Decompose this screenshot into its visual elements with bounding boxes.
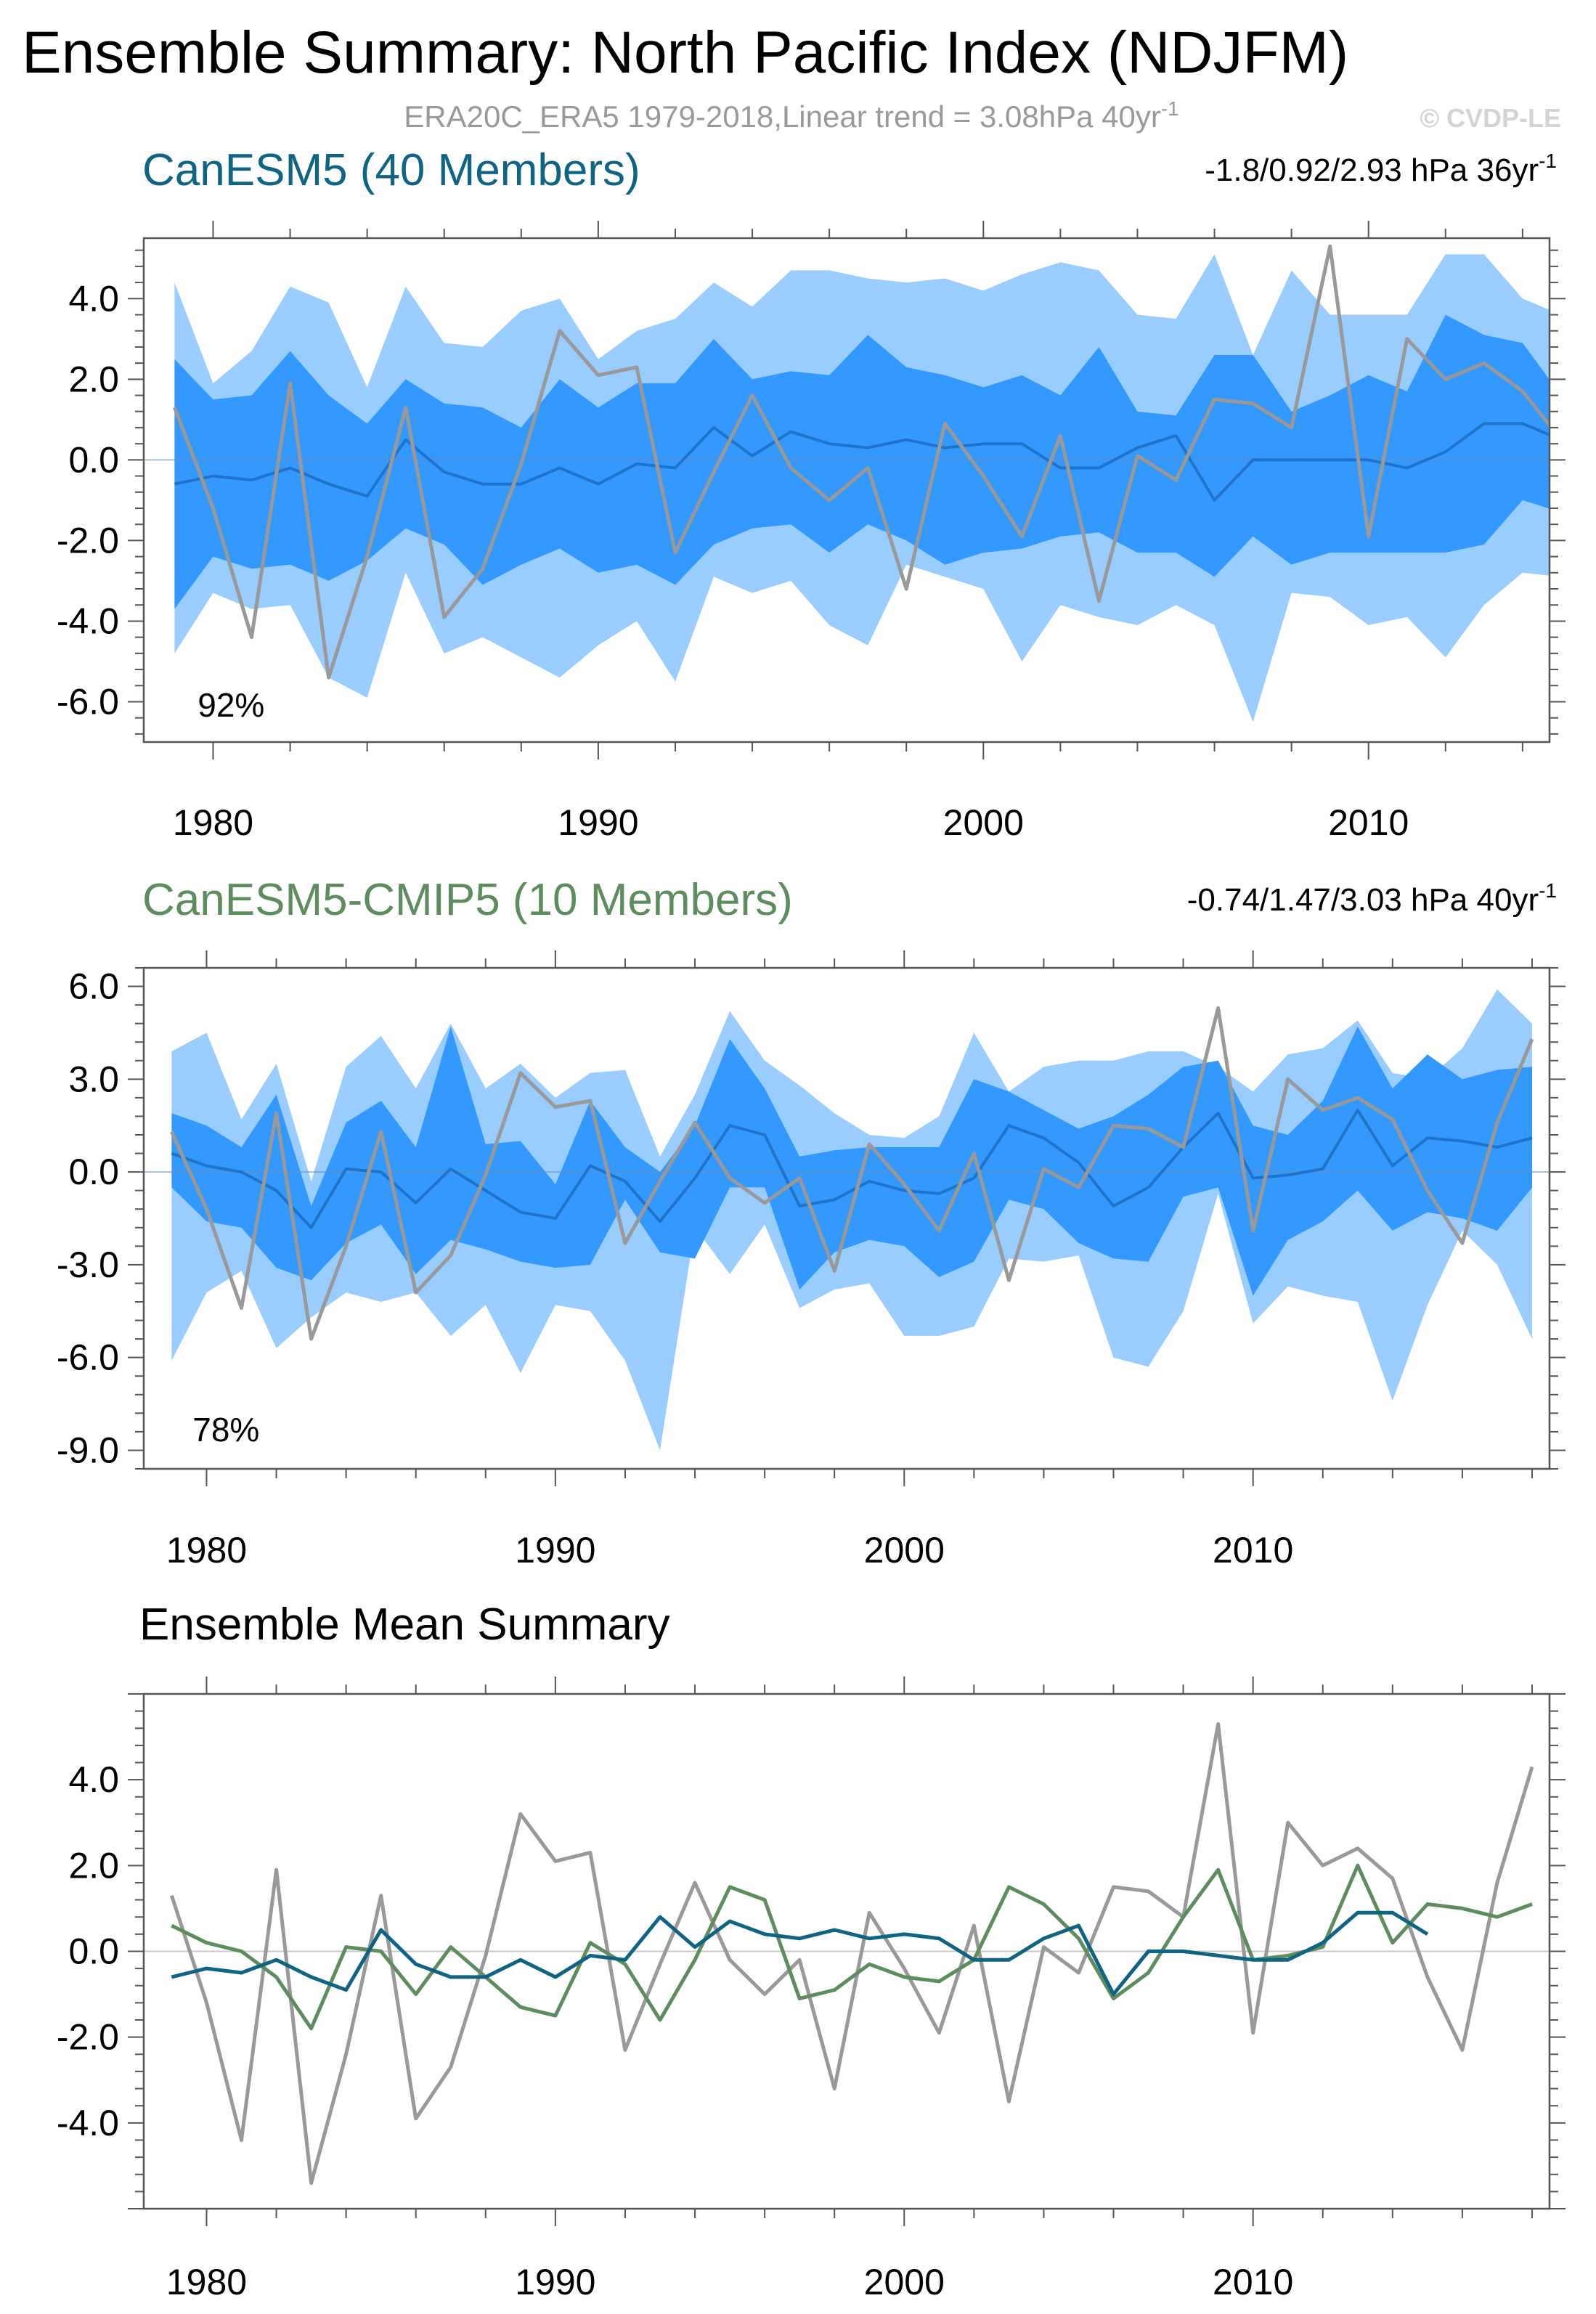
panel-ensmean: Ensemble Mean Summary 4.0 2.0 0.0 -2.0 -4.0 19… xyxy=(57,1600,1566,2302)
x-tick-label: 2010 xyxy=(1328,802,1409,843)
y-tick-label: 0.0 xyxy=(68,1152,119,1192)
y-tick-label: -2.0 xyxy=(57,520,119,561)
line-obs xyxy=(170,1722,1534,2185)
band-10-90 xyxy=(171,1026,1532,1296)
x-tick-label: 1980 xyxy=(166,1530,247,1570)
y-tick-label: 2.0 xyxy=(68,1845,119,1886)
percent-label: 78% xyxy=(192,1411,259,1449)
panel-title: CanESM5-CMIP5 (10 Members) xyxy=(142,875,793,925)
subtitle: ERA20C_ERA5 1979-2018,Linear trend = 3.0… xyxy=(404,97,1178,134)
x-tick-label: 2000 xyxy=(943,802,1024,843)
x-tick-label: 2000 xyxy=(864,1530,945,1570)
y-tick-label: 4.0 xyxy=(68,1759,119,1800)
y-tick-label: -6.0 xyxy=(57,681,119,722)
y-tick-label: 6.0 xyxy=(68,966,119,1007)
plot-area xyxy=(144,1722,1550,2185)
x-tick-label: 2000 xyxy=(864,2262,945,2302)
panel-canesm5: CanESM5 (40 Members) -1.8/0.92/2.93 hPa 3… xyxy=(57,145,1566,843)
panel-title: Ensemble Mean Summary xyxy=(139,1600,670,1650)
panel-cmip5: CanESM5-CMIP5 (10 Members) -0.74/1.47/3.0… xyxy=(57,875,1566,1570)
main-title: Ensemble Summary: North Pacific Index (N… xyxy=(22,20,1348,86)
panel-trend-label: -0.74/1.47/3.03 hPa 40yr-1 xyxy=(1187,879,1557,918)
y-tick-label: -6.0 xyxy=(57,1337,119,1378)
y-tick-label: 0.0 xyxy=(68,439,119,480)
line-canesm5 xyxy=(171,1910,1429,1997)
y-tick-label: -3.0 xyxy=(57,1244,119,1285)
percent-label: 92% xyxy=(198,686,264,724)
x-tick-label: 1990 xyxy=(558,802,638,843)
ensemble-mean-line xyxy=(171,1108,1533,1229)
plot-frame xyxy=(142,966,1551,1470)
x-tick-label: 1980 xyxy=(173,802,253,843)
y-tick-label: -9.0 xyxy=(57,1430,119,1470)
plot-area xyxy=(144,989,1550,1451)
x-tick-label: 1990 xyxy=(515,1530,595,1570)
y-tick-label: 4.0 xyxy=(68,278,119,319)
panel-trend-label: -1.8/0.92/2.93 hPa 36yr-1 xyxy=(1205,150,1557,188)
y-tick-label: -4.0 xyxy=(57,600,119,641)
copyright-text: © CVDP-LE xyxy=(1420,103,1561,133)
observed-line xyxy=(173,244,1550,680)
plot-area xyxy=(144,244,1550,722)
y-tick-label: -4.0 xyxy=(57,2103,119,2143)
x-tick-label: 1980 xyxy=(166,2262,247,2302)
plot-frame xyxy=(142,237,1551,744)
y-tick-label: 3.0 xyxy=(68,1059,119,1099)
y-tick-label: -2.0 xyxy=(57,2017,119,2058)
band-10-90 xyxy=(174,314,1550,609)
x-tick-label: 2010 xyxy=(1213,2262,1293,2302)
y-tick-label: 0.0 xyxy=(68,1931,119,1972)
y-tick-label: 2.0 xyxy=(68,359,119,399)
x-tick-label: 1990 xyxy=(515,2262,595,2302)
x-tick-label: 2010 xyxy=(1213,1530,1293,1570)
observed-line xyxy=(170,1006,1534,1341)
panel-title: CanESM5 (40 Members) xyxy=(142,145,640,195)
ensemble-mean-line xyxy=(174,422,1550,502)
